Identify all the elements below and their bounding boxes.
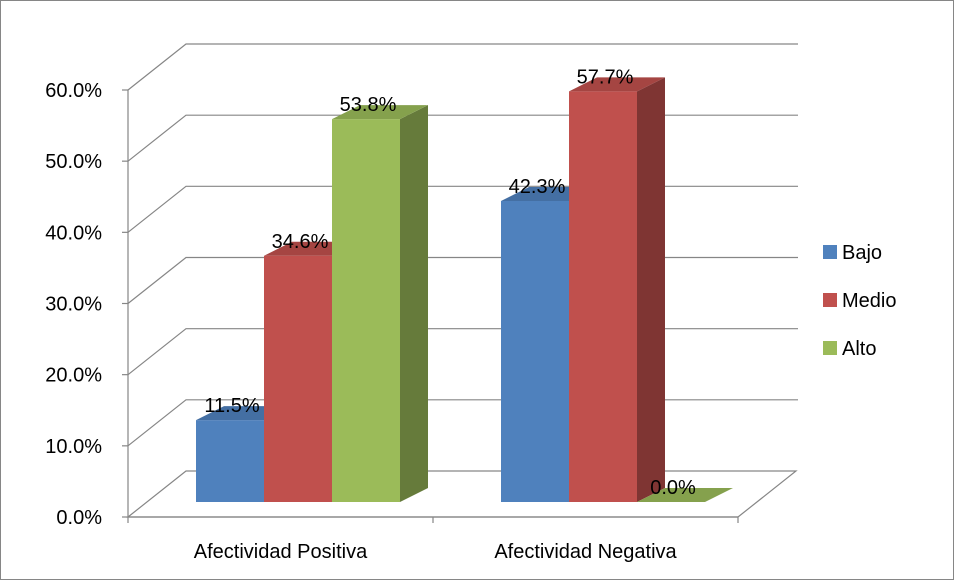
legend-label: Alto: [842, 338, 876, 360]
y-tick-label: 20.0%: [45, 365, 102, 387]
y-tick-label: 60.0%: [45, 80, 102, 102]
legend-item-alto: Alto: [823, 338, 876, 360]
legend-swatch: [823, 245, 837, 259]
bar-front: [264, 255, 332, 502]
legend-item-medio: Medio: [823, 290, 896, 312]
x-tick-label: Afectividad Positiva: [194, 541, 368, 563]
bar-side: [400, 105, 428, 502]
gridline: [127, 43, 798, 91]
data-label-bajo-afectividad-negativa: 42.3%: [509, 176, 566, 198]
bar-top: [569, 77, 665, 92]
legend: Bajo Medio Alto: [823, 242, 896, 360]
data-label-medio-afectividad-positiva: 34.6%: [272, 231, 329, 253]
bar-front: [501, 200, 569, 502]
data-label-bajo-afectividad-positiva: 11.5%: [204, 395, 259, 417]
bar-front: [569, 91, 637, 502]
bar-top: [332, 105, 428, 120]
bar-alto-afectividad-negativa: [637, 488, 733, 502]
bar-front: [332, 119, 400, 502]
y-tick-label: 50.0%: [45, 151, 102, 173]
x-axis-ticks: Afectividad Positiva Afectividad Negativa: [194, 541, 678, 563]
bar-side: [637, 77, 665, 502]
bar-front: [196, 420, 264, 502]
bar-alto-afectividad-positiva: [332, 105, 428, 502]
x-tick-label: Afectividad Negativa: [494, 541, 677, 563]
y-tick-label: 40.0%: [45, 222, 102, 244]
data-label-alto-afectividad-negativa: 0.0%: [650, 477, 696, 499]
axes: [122, 89, 739, 523]
bar-medio-afectividad-negativa: [569, 77, 665, 502]
data-label-medio-afectividad-negativa: 57.7%: [577, 66, 634, 88]
bar-top: [637, 488, 733, 502]
y-tick-label: 30.0%: [45, 294, 102, 316]
y-axis-ticks: 0.0% 10.0% 20.0% 30.0% 40.0% 50.0% 60.0%: [45, 80, 102, 529]
legend-swatch: [823, 293, 837, 307]
y-tick-label: 10.0%: [45, 436, 102, 458]
data-labels: 11.5% 34.6% 53.8% 42.3% 57.7% 0.0%: [204, 66, 696, 499]
bars: [196, 77, 733, 502]
legend-swatch: [823, 341, 837, 355]
legend-label: Medio: [842, 290, 896, 312]
legend-label: Bajo: [842, 242, 882, 264]
legend-item-bajo: Bajo: [823, 242, 882, 264]
data-label-alto-afectividad-positiva: 53.8%: [340, 94, 397, 116]
y-tick-label: 0.0%: [56, 507, 102, 529]
